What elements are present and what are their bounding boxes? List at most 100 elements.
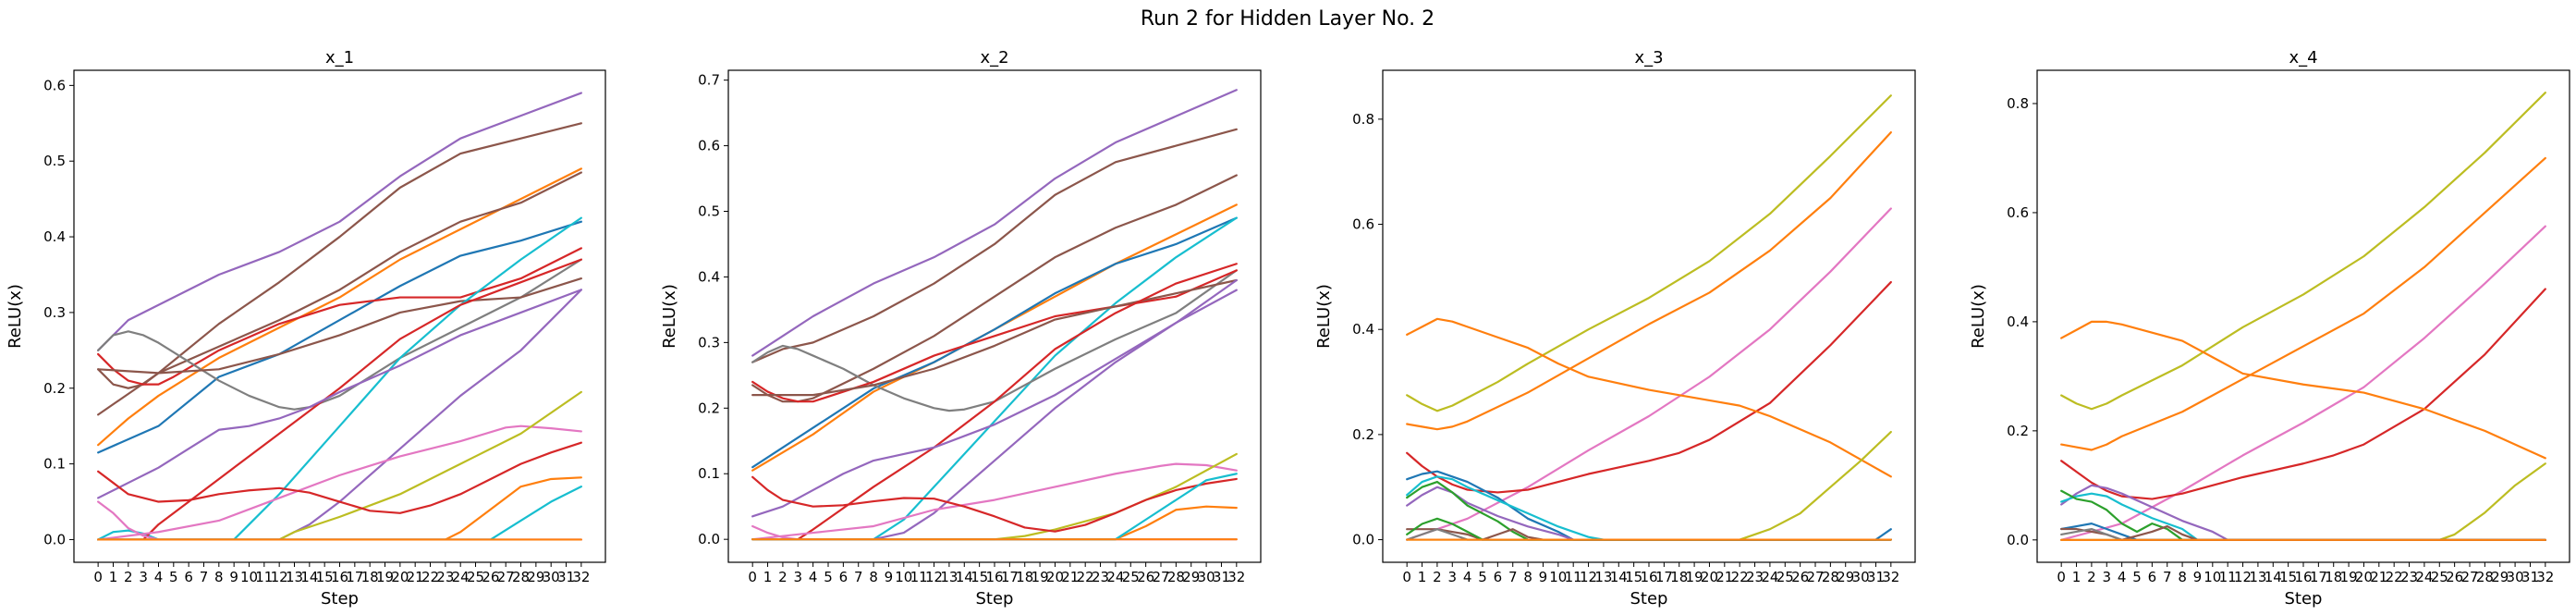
x-tick-label: 3: [2102, 569, 2111, 585]
x-tick-label: 23: [1746, 569, 1764, 585]
x-tick-label: 9: [885, 569, 894, 585]
x-tick-label: 8: [1523, 569, 1532, 585]
series-line-5: [97, 220, 582, 454]
x-tick-label: 22: [1731, 569, 1749, 585]
series-group: [1406, 94, 1892, 541]
x-tick-label: 25: [2431, 569, 2448, 585]
x-tick-label: 28: [1167, 569, 1185, 585]
x-tick-label: 11: [910, 569, 928, 585]
axes-title: x_4: [2289, 48, 2317, 68]
x-tick-label: 16: [331, 569, 348, 585]
x-tick-label: 17: [1655, 569, 1673, 585]
x-tick-label: 23: [1092, 569, 1109, 585]
x-tick-label: 30: [1852, 569, 1870, 585]
x-tick-label: 7: [1508, 569, 1518, 585]
y-axis-label: ReLU(x): [6, 284, 25, 349]
x-tick-label: 18: [361, 569, 379, 585]
x-tick-label: 19: [1032, 569, 1049, 585]
axes-title: x_3: [1634, 48, 1663, 68]
y-tick-label: 0.2: [2007, 423, 2029, 439]
x-tick-label: 24: [452, 569, 470, 585]
series-line-12: [751, 289, 1238, 518]
x-tick-label: 8: [214, 569, 224, 585]
axes-root: 0 1 2 3 4 5 6 7 8 9 101112131415161718192021222324…: [6, 48, 2570, 609]
x-tick-label: 22: [421, 569, 439, 585]
x-tick-label: 27: [1806, 569, 1824, 585]
x-tick-label: 1: [1418, 569, 1427, 585]
x-tick-label: 6: [2148, 569, 2157, 585]
x-tick-label: 12: [2234, 569, 2252, 585]
x-tick-label: 24: [1761, 569, 1778, 585]
y-tick-label: 0.6: [1352, 216, 1374, 233]
series-group: [751, 89, 1238, 541]
x-tick-label: 12: [925, 569, 943, 585]
x-tick-label: 22: [1077, 569, 1094, 585]
series-line-7: [97, 258, 582, 411]
x-tick-label: 9: [229, 569, 238, 585]
x-tick-label: 3: [1447, 569, 1457, 585]
y-tick-label: 0.4: [1352, 321, 1374, 338]
x-tick-label: 0: [748, 569, 757, 585]
y-tick-label: 0.1: [43, 456, 66, 473]
x-tick-label: 28: [1822, 569, 1839, 585]
axes-4: 0 1 2 3 4 5 6 7 8 9 101112131415161718192021222324…: [1969, 48, 2570, 609]
x-tick-label: 4: [1463, 569, 1472, 585]
series-line-9: [2060, 489, 2546, 541]
x-tick-label: 5: [2132, 569, 2142, 585]
x-tick-label: 32: [1227, 569, 1245, 585]
y-tick-label: 0.3: [43, 304, 66, 321]
series-line-2: [97, 122, 582, 389]
series-group: [97, 92, 582, 541]
x-tick-label: 21: [1715, 569, 1733, 585]
x-tick-label: 26: [482, 569, 499, 585]
series-line-1: [751, 89, 1238, 357]
x-tick-label: 18: [2325, 569, 2342, 585]
x-tick-label: 5: [1478, 569, 1487, 585]
x-tick-label: 19: [2340, 569, 2358, 585]
x-tick-label: 18: [1016, 569, 1033, 585]
x-tick-label: 31: [557, 569, 575, 585]
series-line-5: [751, 216, 1238, 469]
axes-1: 0 1 2 3 4 5 6 7 8 9 101112131415161718192021222324…: [6, 48, 606, 609]
series-line-4: [1406, 280, 1892, 494]
y-tick-label: 0.5: [43, 153, 66, 169]
x-tick-label: 21: [2370, 569, 2387, 585]
x-tick-label: 26: [1791, 569, 1809, 585]
x-tick-label: 25: [1776, 569, 1794, 585]
x-tick-label: 0: [1402, 569, 1411, 585]
x-tick-label: 13: [1594, 569, 1612, 585]
series-line-2: [1406, 130, 1892, 431]
x-tick-label: 27: [1152, 569, 1169, 585]
x-tick-label: 30: [543, 569, 560, 585]
y-tick-label: 0.3: [698, 334, 720, 351]
x-tick-label: 12: [1580, 569, 1597, 585]
x-tick-label: 13: [2249, 569, 2266, 585]
x-tick-label: 16: [2294, 569, 2312, 585]
series-line-3: [97, 167, 582, 447]
x-tick-label: 11: [2219, 569, 2237, 585]
x-tick-label: 1: [763, 569, 773, 585]
x-tick-label: 21: [407, 569, 424, 585]
axes-title: x_2: [980, 48, 1008, 68]
x-tick-label: 23: [436, 569, 454, 585]
x-tick-label: 17: [2310, 569, 2327, 585]
x-tick-label: 30: [1198, 569, 1215, 585]
x-tick-label: 4: [2118, 569, 2127, 585]
series-line-11: [97, 289, 582, 499]
series-line-7: [751, 269, 1238, 412]
x-tick-label: 20: [1701, 569, 1718, 585]
y-tick-label: 0.8: [1352, 111, 1374, 128]
x-tick-label: 12: [271, 569, 288, 585]
series-line-1: [1406, 94, 1892, 412]
series-line-2: [2060, 156, 2546, 451]
x-tick-label: 25: [467, 569, 484, 585]
x-tick-label: 2: [1433, 569, 1442, 585]
x-tick-label: 25: [1122, 569, 1140, 585]
series-group: [2060, 92, 2546, 541]
x-tick-label: 2: [2087, 569, 2096, 585]
x-tick-label: 11: [255, 569, 273, 585]
axes-2: 0 1 2 3 4 5 6 7 8 9 101112131415161718192021222324…: [660, 48, 1262, 609]
x-tick-label: 31: [1867, 569, 1885, 585]
figure-title: Run 2 for Hidden Layer No. 2: [1141, 7, 1435, 31]
